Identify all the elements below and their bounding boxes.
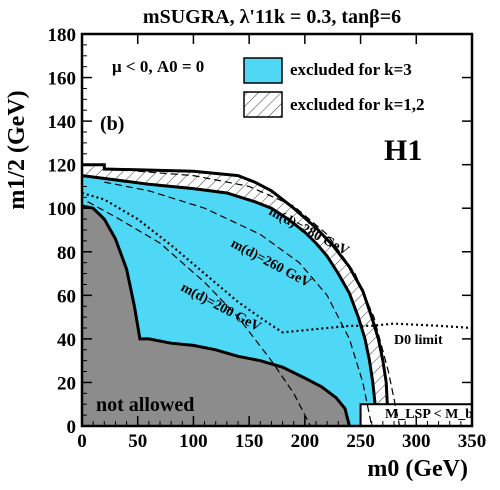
params-label: μ < 0, A0 = 0 [112, 57, 204, 76]
y-tick-label: 40 [57, 330, 76, 351]
y-tick-label: 100 [48, 199, 77, 220]
y-tick-label: 160 [48, 69, 77, 90]
curves-layer [82, 170, 472, 426]
legend-swatch-k3 [243, 57, 283, 84]
y-tick-label: 140 [48, 112, 77, 133]
label-lsp: M_LSP < M_b [385, 407, 473, 422]
region-outline-excluded-for-k-1-2 [82, 163, 390, 426]
lsp-region-box [359, 403, 472, 426]
y-tick-label: 80 [57, 243, 76, 264]
legend-swatch-k12 [243, 91, 283, 118]
x-tick-label: 350 [458, 431, 487, 452]
x-axis-title: m0 (GeV) [367, 456, 468, 482]
curve-m-d-200-gev [87, 201, 311, 426]
curve-d0-limit [82, 191, 472, 334]
ticks-layer: 0 50 100 150 200 250 300 350 0 20 40 60 80 100 120 140 1… [48, 25, 487, 452]
label-d0-limit: D0 limit [394, 333, 443, 348]
panel-label: (b) [100, 113, 124, 135]
legend-label-k3: excluded for k=3 [290, 60, 412, 79]
x-tick-label: 100 [179, 431, 208, 452]
region-outline-excluded-for-k-3 [82, 174, 378, 426]
x-tick-label: 200 [291, 431, 320, 452]
curve-m-d-260-gev [104, 181, 373, 426]
y-tick-label: 0 [67, 417, 77, 438]
x-tick-label: 150 [235, 431, 264, 452]
region-outline-not-allowed [82, 204, 351, 426]
region-not-allowed [82, 206, 350, 426]
label-not-allowed: not allowed [96, 394, 194, 416]
y-tick-label: 180 [48, 25, 77, 46]
x-tick-label: 250 [346, 431, 375, 452]
y-tick-label: 120 [48, 156, 77, 177]
y-axis-title: m1/2 (GeV) [4, 90, 30, 209]
experiment-label: H1 [384, 134, 422, 167]
regions-layer [82, 163, 472, 426]
y-tick-label: 60 [57, 286, 76, 307]
x-tick-label: 0 [77, 431, 87, 452]
x-tick-label: 300 [402, 431, 431, 452]
y-tick-label: 20 [57, 373, 76, 394]
x-tick-label: 50 [128, 431, 147, 452]
chart-title: mSUGRA, λ'11k = 0.3, tanβ=6 [143, 6, 401, 28]
legend-label-k12: excluded for k=1,2 [290, 95, 425, 114]
